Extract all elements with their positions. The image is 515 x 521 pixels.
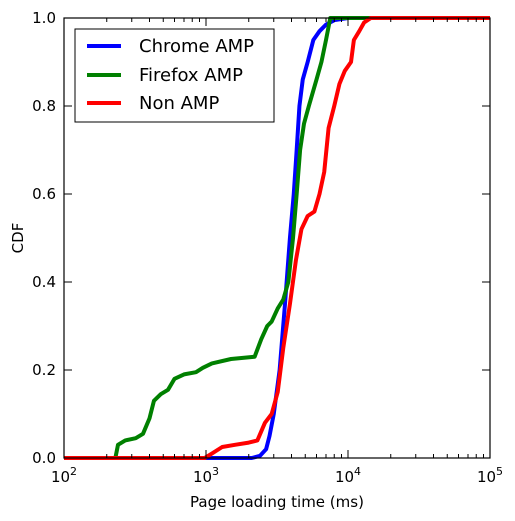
y-tick-label: 0.8 xyxy=(32,97,56,115)
y-tick-label: 0.0 xyxy=(32,449,56,467)
y-axis-label: CDF xyxy=(9,223,27,254)
series-line-non-amp xyxy=(64,16,490,460)
plot-frame xyxy=(63,17,491,459)
y-ticks: 0.0 0.2 0.4 0.6 0.8 1.0 xyxy=(32,9,490,467)
legend-label-chrome-amp: Chrome AMP xyxy=(139,36,254,57)
x-tick-label: 105 xyxy=(477,465,503,486)
series-layer xyxy=(64,16,490,460)
y-tick-label: 0.6 xyxy=(32,185,56,203)
x-tick-label: 103 xyxy=(193,465,219,486)
y-tick-label: 1.0 xyxy=(32,9,56,27)
x-ticks: 102 103 104 105 xyxy=(51,18,503,486)
x-tick-label: 104 xyxy=(335,465,361,486)
legend-label-non-amp: Non AMP xyxy=(139,93,219,114)
series-line-firefox-amp xyxy=(64,16,490,460)
x-tick-label: 102 xyxy=(51,465,77,486)
legend-label-firefox-amp: Firefox AMP xyxy=(139,65,243,86)
legend: Chrome AMP Firefox AMP Non AMP xyxy=(74,28,275,123)
series-line-chrome-amp xyxy=(64,16,490,460)
x-axis-label: Page loading time (ms) xyxy=(190,493,364,511)
y-tick-label: 0.4 xyxy=(32,273,56,291)
y-tick-label: 0.2 xyxy=(32,361,56,379)
